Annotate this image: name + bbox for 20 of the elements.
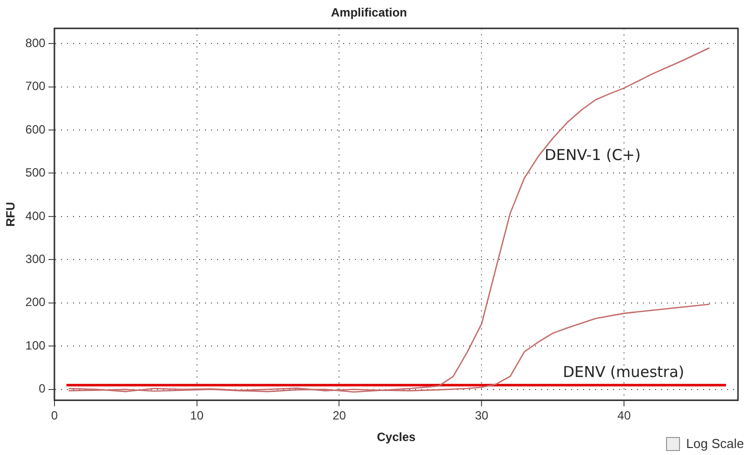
x-tick-label: 20 — [332, 408, 346, 423]
series-label: DENV-1 (C+) — [544, 146, 641, 164]
x-axis-title: Cycles — [376, 430, 416, 444]
y-tick-label: 0 — [38, 382, 46, 396]
text: DENV (muestra) — [562, 363, 684, 382]
x-tick-label: 0 — [51, 408, 58, 423]
y-tick-label: 400 — [25, 208, 46, 223]
x-tick-label: 10 — [190, 408, 204, 423]
chart-title: Amplification — [330, 6, 408, 20]
y-tick-label: 200 — [25, 295, 46, 310]
y-tick-label: 100 — [25, 338, 46, 352]
y-tick-label: 300 — [25, 252, 46, 266]
text: Log Scale — [686, 436, 744, 451]
y-tick-label: 500 — [25, 166, 46, 180]
y-axis-title: RFU — [4, 202, 18, 227]
x-tick-label: 30 — [474, 408, 489, 423]
y-tick-label: 700 — [25, 79, 46, 94]
y-tick-label: 800 — [25, 36, 46, 50]
x-tick-label: 40 — [617, 408, 632, 423]
y-tick-label: 600 — [25, 122, 46, 136]
